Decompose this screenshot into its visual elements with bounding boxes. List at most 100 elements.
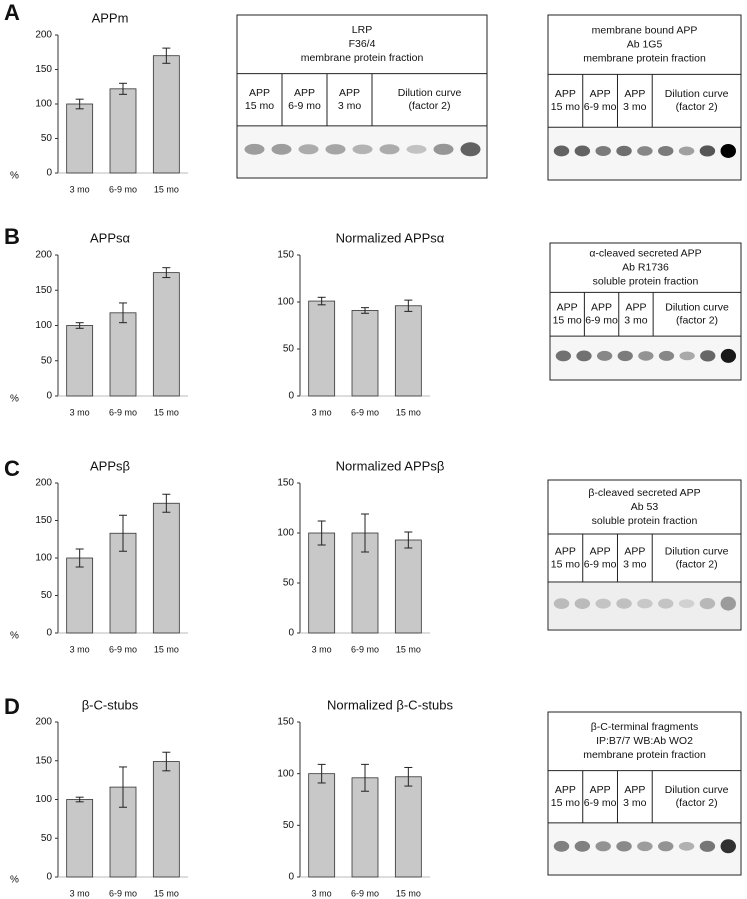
y-tick-label: 100 bbox=[35, 320, 52, 331]
bar bbox=[394, 539, 422, 634]
x-tick-label: 3 mo bbox=[70, 184, 90, 194]
y-tick-label: 100 bbox=[277, 528, 294, 539]
band bbox=[379, 144, 400, 155]
y-tick-label: 50 bbox=[283, 344, 295, 355]
band bbox=[325, 144, 346, 155]
blot-header: membrane protein fraction bbox=[583, 749, 706, 761]
lane-label: APP bbox=[590, 545, 611, 557]
x-tick-label: 3 mo bbox=[70, 407, 90, 417]
lane-label: Dilution curve bbox=[665, 545, 729, 557]
x-tick-label: 3 mo bbox=[312, 644, 332, 654]
blot-image bbox=[549, 583, 740, 629]
x-tick-label: 6-9 mo bbox=[351, 888, 379, 898]
chart-title: β-C-stubs bbox=[82, 697, 139, 712]
y-tick-label: 50 bbox=[41, 133, 53, 144]
band bbox=[720, 348, 737, 363]
y-tick-label: 150 bbox=[35, 64, 52, 75]
y-tick-label: 200 bbox=[35, 717, 52, 728]
error-bar bbox=[317, 763, 326, 784]
y-tick-label: 50 bbox=[283, 820, 295, 831]
bar bbox=[66, 103, 94, 174]
band bbox=[271, 143, 292, 155]
band bbox=[678, 841, 695, 851]
band bbox=[433, 143, 454, 155]
y-tick-label: 0 bbox=[288, 628, 294, 639]
lane-label: (factor 2) bbox=[408, 100, 450, 112]
error-bar bbox=[119, 514, 127, 552]
band bbox=[678, 146, 695, 156]
band bbox=[658, 598, 674, 609]
band bbox=[658, 841, 674, 852]
band bbox=[616, 145, 632, 157]
bar bbox=[66, 325, 94, 397]
lane-label: 3 mo bbox=[624, 315, 648, 327]
lane-label: 15 mo bbox=[551, 558, 580, 570]
bar bbox=[308, 773, 336, 878]
lane-label: 15 mo bbox=[551, 101, 580, 113]
x-tick-label: 15 mo bbox=[396, 407, 421, 417]
band bbox=[637, 146, 653, 156]
bar bbox=[308, 532, 336, 634]
y-tick-label: 50 bbox=[41, 590, 53, 601]
error-bar bbox=[75, 98, 84, 110]
x-tick-label: 3 mo bbox=[70, 644, 90, 654]
lane-label: APP bbox=[339, 87, 360, 99]
x-tick-label: 15 mo bbox=[154, 888, 179, 898]
y-tick-label: 150 bbox=[277, 478, 294, 489]
band bbox=[699, 145, 716, 157]
chart-title: APPm bbox=[92, 10, 129, 25]
error-bar bbox=[361, 307, 369, 314]
lane-label: 6-9 mo bbox=[584, 101, 617, 113]
y-tick-label: 50 bbox=[41, 355, 53, 366]
band bbox=[352, 144, 373, 155]
band bbox=[553, 598, 570, 609]
bar bbox=[152, 761, 180, 878]
lane-label: APP bbox=[555, 545, 576, 557]
band bbox=[637, 598, 653, 609]
blot-header: IP:B7/7 WB:Ab WO2 bbox=[596, 735, 693, 747]
bar bbox=[308, 300, 336, 397]
lane-label: APP bbox=[555, 88, 576, 100]
y-tick-label: 100 bbox=[35, 553, 52, 564]
lane-label: APP bbox=[557, 302, 578, 314]
lane-label: 3 mo bbox=[623, 101, 647, 113]
band bbox=[553, 840, 570, 852]
error-bar bbox=[162, 47, 171, 64]
band bbox=[699, 840, 716, 852]
lane-label: APP bbox=[590, 784, 611, 796]
blot-image bbox=[238, 126, 486, 177]
chart-title: Normalized APPsα bbox=[336, 230, 445, 245]
lane-label: 6-9 mo bbox=[584, 797, 617, 809]
lane-label: APP bbox=[624, 784, 645, 796]
bar bbox=[152, 55, 180, 174]
x-tick-label: 6-9 mo bbox=[351, 644, 379, 654]
lane-label: 15 mo bbox=[551, 797, 580, 809]
panel-letter: C bbox=[4, 456, 20, 481]
band bbox=[595, 145, 611, 156]
lane-label: Dilution curve bbox=[665, 784, 729, 796]
band bbox=[576, 350, 592, 362]
y-tick-label: 0 bbox=[288, 872, 294, 883]
band bbox=[555, 350, 572, 362]
y-tick-label: 0 bbox=[46, 628, 52, 639]
error-bar bbox=[404, 766, 413, 787]
error-bar bbox=[317, 296, 326, 306]
y-tick-label: 150 bbox=[35, 285, 52, 296]
bar bbox=[394, 305, 422, 397]
error-bar bbox=[404, 299, 413, 312]
x-tick-label: 3 mo bbox=[70, 888, 90, 898]
blot-header: β-C-terminal fragments bbox=[591, 721, 699, 733]
band bbox=[699, 598, 716, 610]
bar bbox=[109, 88, 137, 174]
x-tick-label: 15 mo bbox=[154, 407, 179, 417]
y-tick-label: 100 bbox=[35, 99, 52, 110]
band bbox=[679, 351, 695, 361]
band bbox=[700, 350, 716, 362]
chart-title: APPsα bbox=[90, 230, 131, 245]
y-tick-label: 100 bbox=[277, 768, 294, 779]
band bbox=[720, 143, 736, 158]
y-tick-label: 100 bbox=[277, 297, 294, 308]
lane-label: APP bbox=[591, 302, 612, 314]
lane-label: 15 mo bbox=[245, 100, 274, 112]
